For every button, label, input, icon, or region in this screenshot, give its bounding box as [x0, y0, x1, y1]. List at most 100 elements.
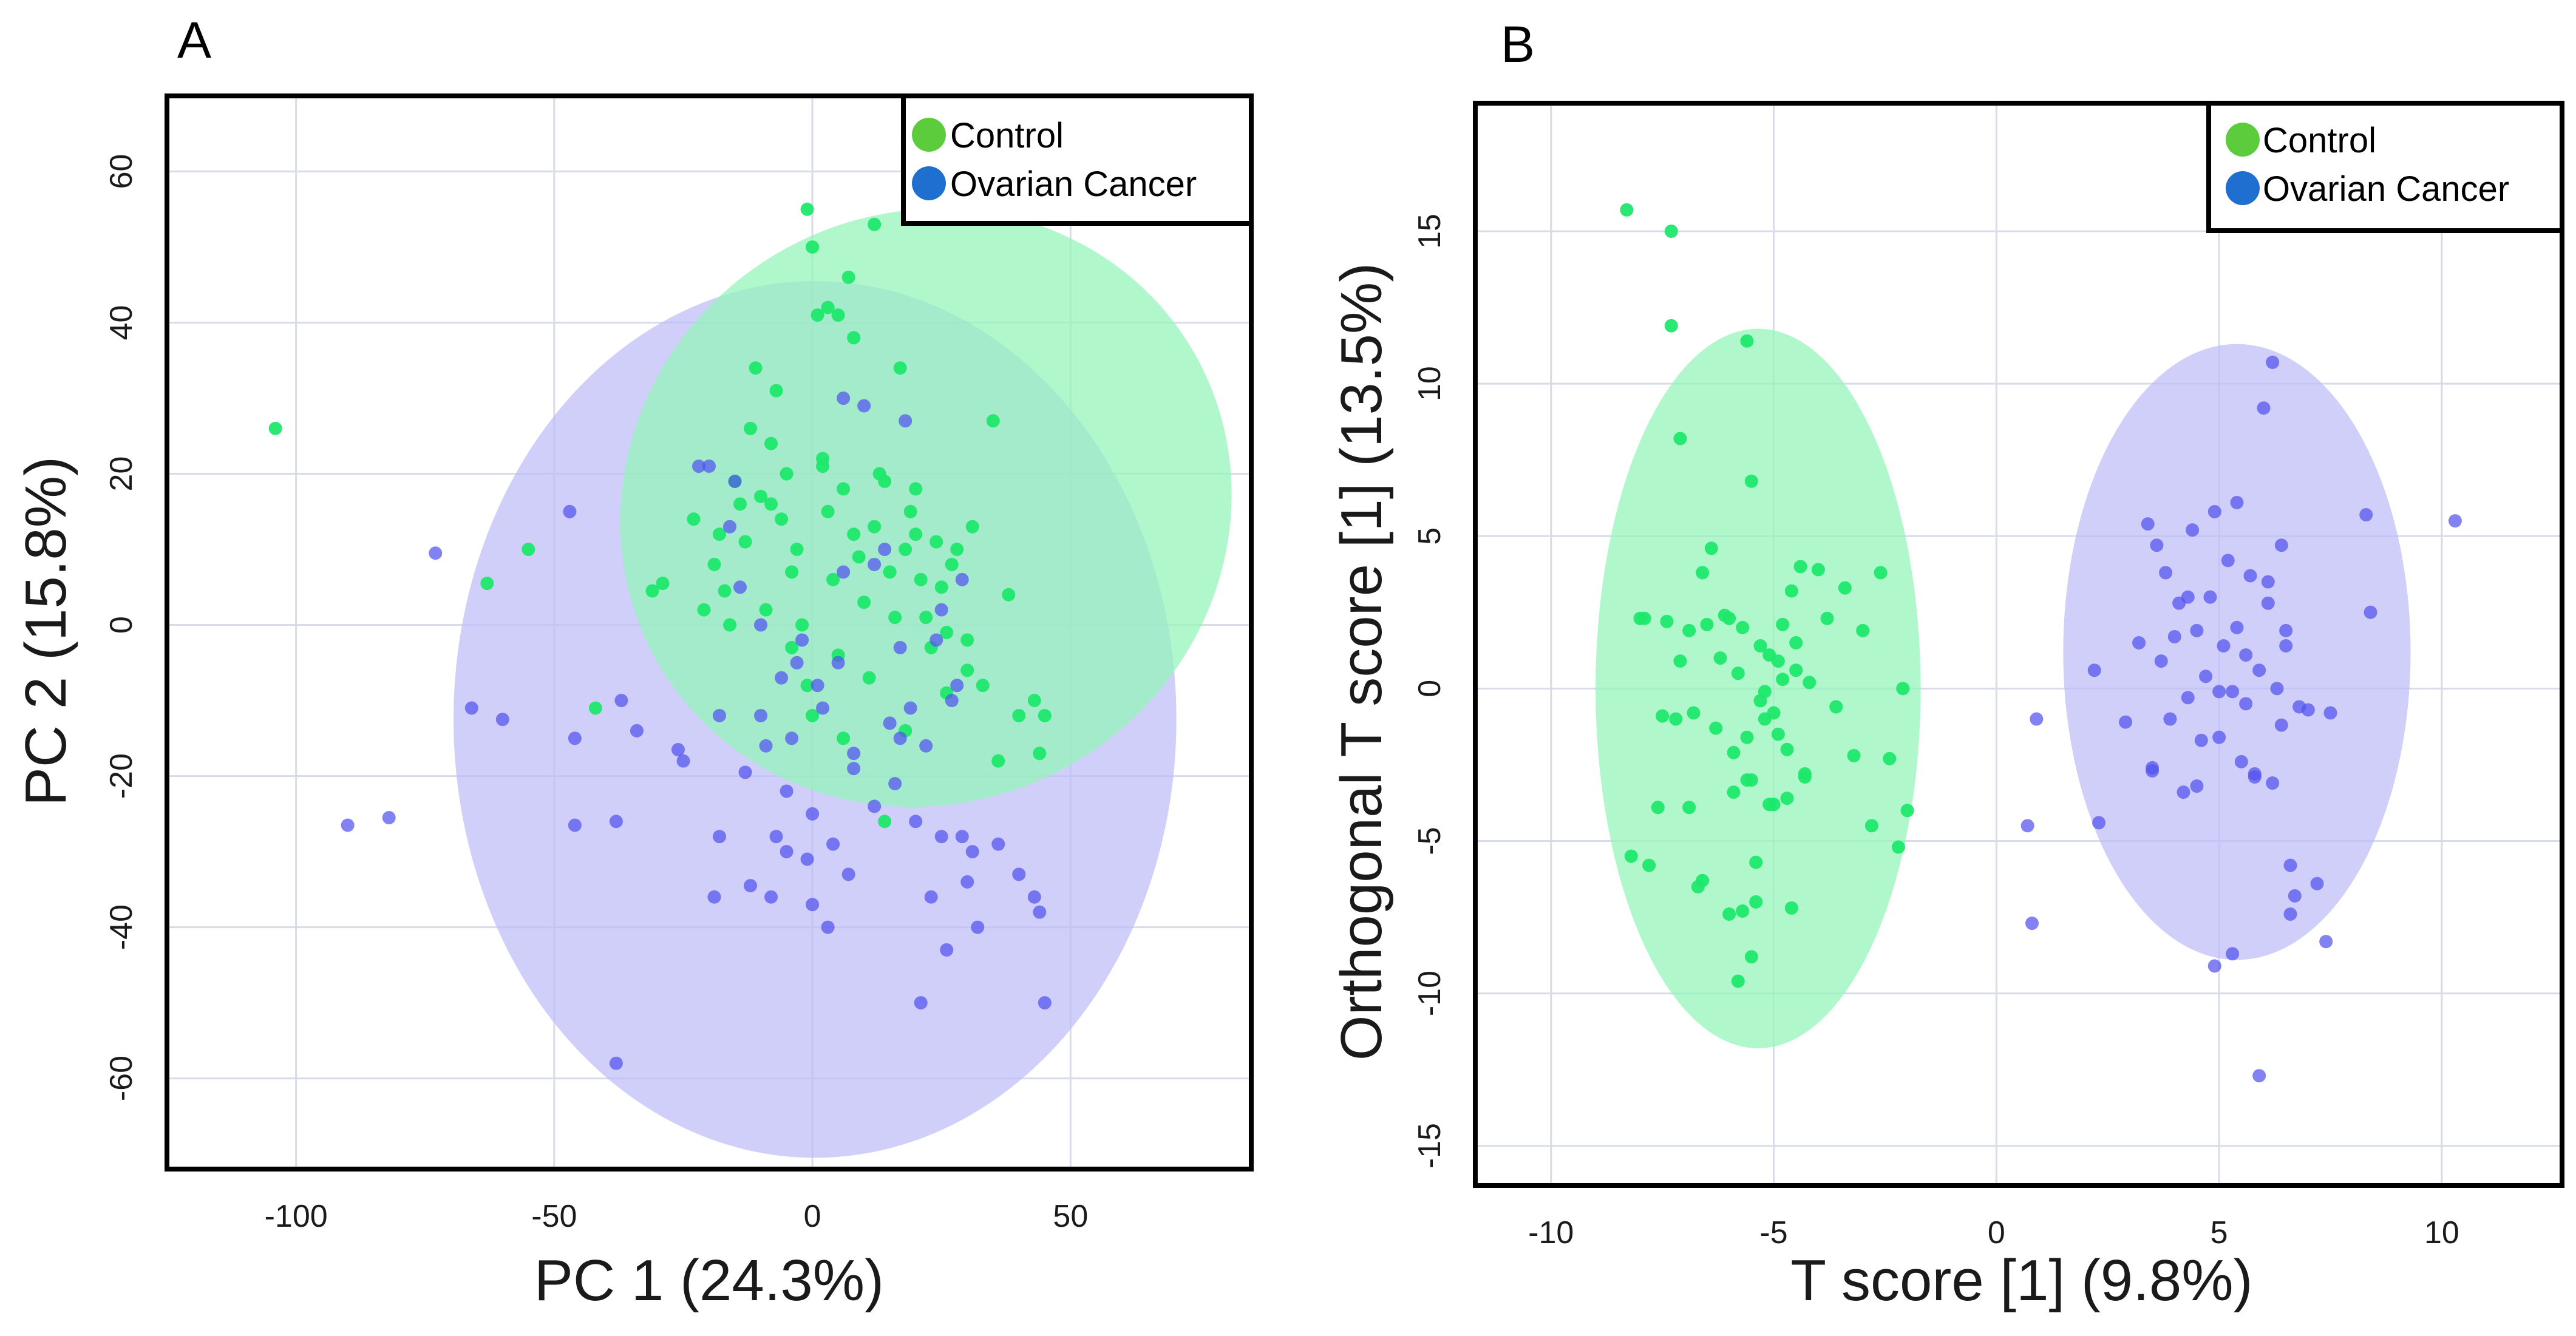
data-point-cancer-b-19: [2194, 733, 2208, 747]
data-point-control-b-65: [1767, 798, 1781, 812]
data-point-cancer-b-7: [2141, 517, 2155, 531]
data-point-control-b-3: [1673, 432, 1687, 446]
data-point-control-a-10: [718, 584, 732, 598]
data-point-cancer-a-47: [919, 739, 933, 753]
data-point-cancer-b-42: [2301, 703, 2315, 717]
y-tick-label-a-0: -60: [104, 1056, 139, 1101]
data-point-cancer-a-11: [671, 742, 685, 756]
data-point-control-a-57: [965, 520, 979, 534]
data-point-control-a-46: [903, 504, 917, 518]
data-point-cancer-a-44: [899, 414, 912, 428]
data-point-control-a-26: [800, 679, 814, 693]
data-point-control-b-39: [1864, 819, 1878, 833]
data-point-control-a-34: [841, 270, 855, 284]
data-point-cancer-a-5: [563, 504, 577, 518]
data-points-a: [268, 202, 1052, 1070]
data-point-control-b-58: [1771, 727, 1785, 741]
data-point-control-a-77: [878, 815, 892, 829]
data-point-cancer-b-45: [2323, 706, 2337, 720]
data-point-control-b-54: [1736, 904, 1750, 918]
data-point-cancer-b-18: [2190, 623, 2204, 637]
x-tick-labels-a: -100 -50 0 50: [265, 1199, 1089, 1234]
data-point-control-b-49: [1687, 706, 1701, 720]
data-point-control-b-38: [1856, 623, 1870, 637]
panel-label-b: B: [1501, 16, 1535, 73]
data-point-control-a-21: [775, 512, 789, 526]
data-point-control-a-66: [800, 202, 814, 216]
data-point-cancer-a-70: [893, 731, 907, 745]
data-point-cancer-b-9: [2150, 538, 2164, 552]
data-point-control-a-47: [909, 527, 923, 541]
data-point-control-a-42: [883, 565, 897, 579]
data-point-cancer-a-34: [831, 656, 845, 670]
data-point-cancer-a-27: [795, 633, 809, 647]
data-point-cancer-b-35: [2266, 776, 2280, 790]
data-point-cancer-b-6: [2132, 636, 2146, 649]
data-point-control-a-54: [945, 557, 959, 571]
data-point-control-b-4: [1740, 334, 1754, 348]
data-point-cancer-a-36: [841, 867, 855, 881]
y-tick-label-a-6: 60: [104, 154, 139, 189]
data-point-control-a-7: [697, 603, 711, 617]
data-point-control-a-17: [754, 489, 768, 503]
data-point-cancer-b-20: [2199, 670, 2213, 683]
data-point-control-a-6: [687, 512, 701, 526]
data-point-control-a-49: [919, 611, 933, 625]
data-point-cancer-b-61: [2230, 620, 2244, 634]
data-point-control-b-42: [1891, 840, 1905, 854]
data-point-cancer-b-23: [2212, 730, 2226, 744]
data-point-cancer-b-0: [2020, 819, 2034, 833]
data-point-cancer-a-57: [971, 920, 985, 934]
data-point-cancer-a-77: [713, 830, 727, 844]
data-point-cancer-a-73: [955, 830, 969, 844]
data-point-control-b-73: [1740, 773, 1754, 787]
data-point-control-b-50: [1700, 617, 1714, 631]
data-point-cancer-b-57: [2239, 697, 2253, 711]
data-point-cancer-b-30: [2243, 569, 2257, 583]
data-point-control-b-48: [1673, 654, 1687, 668]
data-point-control-a-3: [588, 701, 602, 715]
data-point-control-a-80: [960, 633, 974, 647]
data-point-cancer-b-16: [2181, 691, 2195, 705]
data-point-control-b-1: [1664, 224, 1678, 238]
data-point-control-a-68: [821, 300, 835, 314]
confidence-ellipse-control-a: [620, 208, 1232, 807]
data-point-cancer-b-27: [2230, 495, 2244, 509]
x-tick-label-b-4: 10: [2424, 1215, 2459, 1250]
legend-label-control-b: Control: [2263, 121, 2376, 160]
y-tick-label-b-1: -10: [1412, 971, 1447, 1016]
data-point-cancer-a-42: [888, 777, 902, 791]
data-point-cancer-a-1: [382, 811, 396, 825]
data-point-control-a-30: [821, 504, 835, 518]
data-point-control-b-0: [1620, 203, 1634, 217]
data-point-control-a-76: [837, 731, 851, 745]
data-point-control-a-8: [707, 557, 721, 571]
y-tick-labels-a: -60 -40 -20 0 20 40 60: [104, 154, 139, 1102]
data-point-control-a-33: [837, 482, 851, 496]
data-point-control-b-44: [1900, 804, 1914, 818]
y-tick-label-b-4: 5: [1412, 527, 1447, 545]
data-point-cancer-a-15: [713, 708, 727, 722]
data-point-cancer-a-6: [568, 818, 582, 832]
data-point-control-a-58: [976, 679, 990, 693]
data-point-cancer-a-60: [1027, 890, 1041, 904]
data-point-control-a-38: [862, 671, 876, 685]
data-point-control-b-43: [1896, 682, 1910, 696]
data-point-control-b-60: [1789, 663, 1803, 677]
legend-marker-cancer-a: [912, 166, 946, 200]
data-point-cancer-b-53: [2283, 907, 2297, 921]
data-point-cancer-b-32: [2252, 663, 2266, 677]
data-point-control-b-71: [1776, 673, 1790, 687]
data-point-cancer-b-55: [2190, 779, 2204, 793]
legend-box-b: [2206, 101, 2564, 233]
data-point-cancer-b-44: [2319, 935, 2333, 949]
y-tick-label-a-3: 0: [104, 616, 139, 634]
data-point-control-b-63: [1731, 974, 1745, 988]
data-point-cancer-a-55: [960, 875, 974, 889]
data-point-cancer-a-76: [759, 739, 773, 753]
data-point-cancer-a-8: [609, 1056, 623, 1070]
data-point-cancer-a-19: [744, 879, 758, 893]
confidence-ellipse-control-b: [1596, 328, 1921, 1048]
x-tick-label-b-2: 0: [1988, 1215, 2005, 1250]
data-point-cancer-b-25: [2221, 554, 2235, 568]
